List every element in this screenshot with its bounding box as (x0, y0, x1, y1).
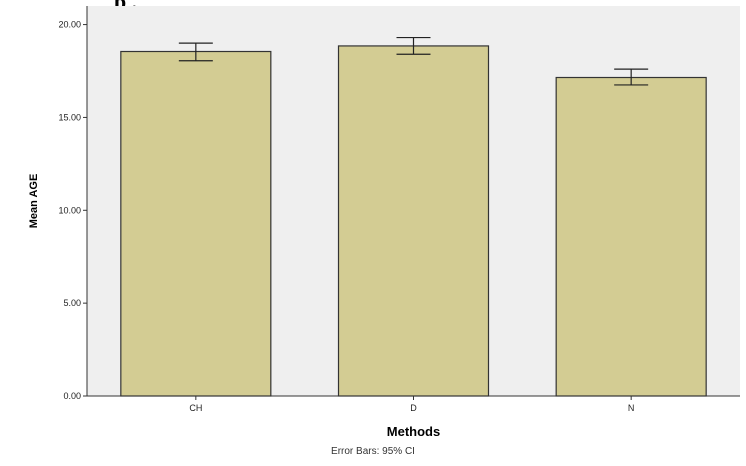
x-tick-label: N (628, 403, 635, 413)
bars-layer (120, 45, 707, 397)
y-tick-label: 10.00 (58, 205, 81, 215)
y-axis-title: Mean AGE (28, 174, 40, 229)
error-bar-ch (178, 42, 213, 62)
x-axis-title: Methods (387, 424, 440, 439)
error-bars-layer (178, 36, 649, 86)
error-bar-n (614, 68, 649, 86)
y-tick-label: 0.00 (63, 391, 81, 401)
error-bar-d (396, 36, 431, 55)
bar-d (337, 45, 490, 397)
bar-ch (120, 50, 272, 397)
y-tick-label: 15.00 (58, 112, 81, 122)
y-ticks: 0.00 5.00 10.00 15.00 20.00 (58, 20, 87, 401)
y-tick-label: 5.00 (63, 298, 81, 308)
y-tick-label: 20.00 (58, 20, 81, 30)
error-bars-footnote: Error Bars: 95% CI (331, 446, 415, 457)
x-ticks: CH D N (189, 396, 634, 413)
x-tick-label: D (410, 403, 417, 413)
x-tick-label: CH (189, 403, 202, 413)
bar-n (555, 76, 707, 397)
